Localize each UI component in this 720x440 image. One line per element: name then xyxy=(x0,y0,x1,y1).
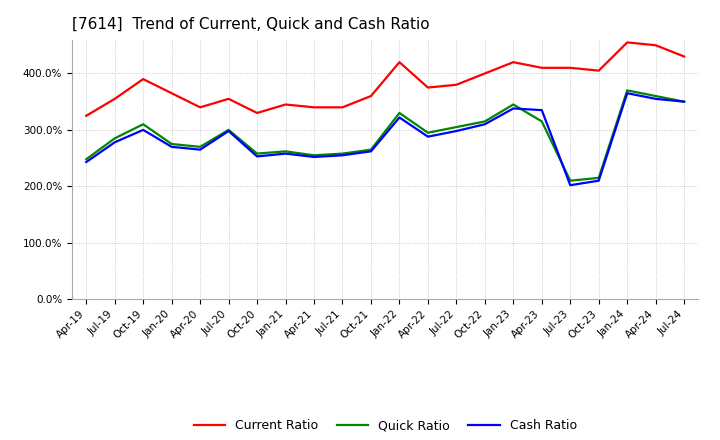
Cash Ratio xyxy=(167,144,176,150)
Cash Ratio xyxy=(310,154,318,160)
Current Ratio xyxy=(652,43,660,48)
Quick Ratio xyxy=(509,102,518,107)
Current Ratio xyxy=(310,105,318,110)
Quick Ratio xyxy=(253,151,261,156)
Quick Ratio xyxy=(595,175,603,180)
Quick Ratio xyxy=(196,144,204,150)
Quick Ratio xyxy=(395,110,404,116)
Current Ratio xyxy=(338,105,347,110)
Current Ratio xyxy=(595,68,603,73)
Current Ratio xyxy=(537,65,546,70)
Current Ratio xyxy=(225,96,233,102)
Quick Ratio xyxy=(310,153,318,158)
Line: Current Ratio: Current Ratio xyxy=(86,42,684,116)
Quick Ratio xyxy=(680,99,688,104)
Quick Ratio xyxy=(366,147,375,152)
Quick Ratio xyxy=(282,149,290,154)
Current Ratio xyxy=(423,85,432,90)
Quick Ratio xyxy=(480,119,489,124)
Cash Ratio xyxy=(82,159,91,165)
Current Ratio xyxy=(253,110,261,116)
Cash Ratio xyxy=(652,96,660,102)
Current Ratio xyxy=(566,65,575,70)
Current Ratio xyxy=(623,40,631,45)
Cash Ratio xyxy=(509,106,518,111)
Quick Ratio xyxy=(82,157,91,162)
Current Ratio xyxy=(139,77,148,82)
Current Ratio xyxy=(82,113,91,118)
Cash Ratio xyxy=(282,151,290,156)
Cash Ratio xyxy=(423,134,432,139)
Quick Ratio xyxy=(139,121,148,127)
Cash Ratio xyxy=(338,153,347,158)
Cash Ratio xyxy=(680,99,688,104)
Quick Ratio xyxy=(623,88,631,93)
Current Ratio xyxy=(110,96,119,102)
Quick Ratio xyxy=(225,127,233,132)
Cash Ratio xyxy=(366,149,375,154)
Current Ratio xyxy=(196,105,204,110)
Cash Ratio xyxy=(537,107,546,113)
Cash Ratio xyxy=(395,115,404,120)
Cash Ratio xyxy=(225,128,233,134)
Cash Ratio xyxy=(139,127,148,132)
Line: Quick Ratio: Quick Ratio xyxy=(86,90,684,181)
Current Ratio xyxy=(395,59,404,65)
Cash Ratio xyxy=(253,154,261,159)
Legend: Current Ratio, Quick Ratio, Cash Ratio: Current Ratio, Quick Ratio, Cash Ratio xyxy=(189,414,582,437)
Quick Ratio xyxy=(423,130,432,136)
Current Ratio xyxy=(282,102,290,107)
Cash Ratio xyxy=(566,183,575,188)
Quick Ratio xyxy=(167,141,176,147)
Cash Ratio xyxy=(480,121,489,127)
Quick Ratio xyxy=(652,93,660,99)
Current Ratio xyxy=(680,54,688,59)
Quick Ratio xyxy=(452,125,461,130)
Current Ratio xyxy=(167,91,176,96)
Cash Ratio xyxy=(595,178,603,183)
Quick Ratio xyxy=(537,119,546,124)
Current Ratio xyxy=(480,71,489,76)
Current Ratio xyxy=(366,93,375,99)
Current Ratio xyxy=(452,82,461,88)
Quick Ratio xyxy=(110,136,119,141)
Text: [7614]  Trend of Current, Quick and Cash Ratio: [7614] Trend of Current, Quick and Cash … xyxy=(72,16,430,32)
Line: Cash Ratio: Cash Ratio xyxy=(86,93,684,185)
Cash Ratio xyxy=(452,128,461,134)
Quick Ratio xyxy=(566,178,575,183)
Cash Ratio xyxy=(110,139,119,145)
Cash Ratio xyxy=(623,91,631,96)
Current Ratio xyxy=(509,59,518,65)
Quick Ratio xyxy=(338,151,347,156)
Cash Ratio xyxy=(196,147,204,152)
